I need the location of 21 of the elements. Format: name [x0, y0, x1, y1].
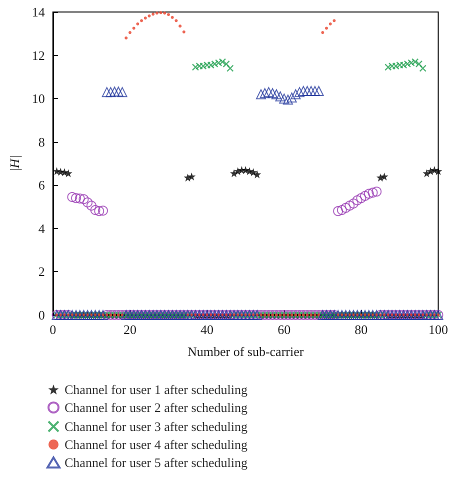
- x-tick-label: 0: [50, 322, 56, 337]
- y-tick-label: 0: [38, 308, 45, 322]
- legend-label: Channel for user 2 after scheduling: [64, 400, 248, 415]
- legend-label: Channel for user 3 after scheduling: [64, 419, 248, 434]
- y-tick-label: 10: [32, 91, 45, 106]
- x-tick-label: 20: [123, 322, 136, 337]
- y-tick-label: 14: [32, 4, 46, 20]
- y-tick-label: 6: [38, 178, 46, 193]
- legend-label: Channel for user 1 after scheduling: [64, 382, 248, 397]
- y-tick-label: 12: [32, 48, 45, 63]
- x-tick-label: 40: [200, 322, 214, 337]
- y-tick-label: 8: [38, 134, 45, 150]
- legend-label: Channel for user 5 after scheduling: [64, 455, 248, 470]
- x-tick-label: 100: [428, 322, 448, 337]
- x-axis-title: Number of sub-carrier: [187, 344, 304, 359]
- legend-label: Channel for user 4 after scheduling: [64, 437, 248, 452]
- y-tick-label: 2: [38, 264, 45, 280]
- x-tick-label: 60: [278, 322, 291, 337]
- y-tick-label: 4: [38, 220, 46, 236]
- y-axis-title: |H|: [7, 155, 22, 172]
- x-tick-label: 80: [354, 322, 368, 337]
